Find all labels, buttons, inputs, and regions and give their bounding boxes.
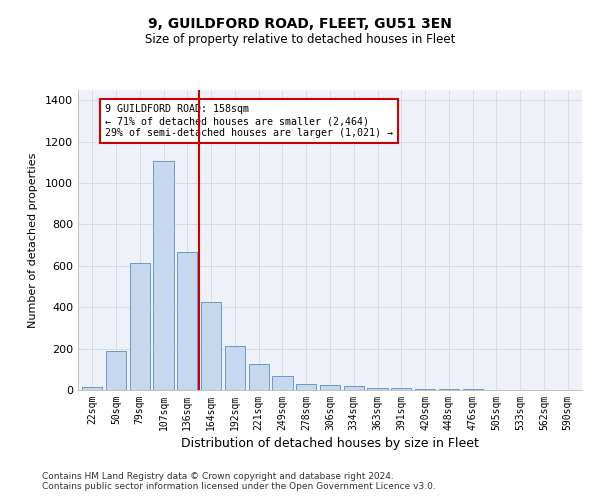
Y-axis label: Number of detached properties: Number of detached properties bbox=[28, 152, 38, 328]
Text: Contains HM Land Registry data © Crown copyright and database right 2024.: Contains HM Land Registry data © Crown c… bbox=[42, 472, 394, 481]
Text: 9, GUILDFORD ROAD, FLEET, GU51 3EN: 9, GUILDFORD ROAD, FLEET, GU51 3EN bbox=[148, 18, 452, 32]
Bar bbox=[415, 389, 435, 390]
Bar bbox=[320, 385, 340, 390]
Bar bbox=[225, 346, 245, 390]
Bar bbox=[439, 389, 459, 390]
Bar bbox=[82, 387, 103, 390]
Bar bbox=[177, 252, 197, 390]
Bar bbox=[130, 263, 150, 390]
Bar bbox=[391, 388, 412, 390]
Bar bbox=[272, 376, 293, 390]
Text: 9 GUILDFORD ROAD: 158sqm
← 71% of detached houses are smaller (2,464)
29% of sem: 9 GUILDFORD ROAD: 158sqm ← 71% of detach… bbox=[106, 104, 394, 138]
Bar bbox=[201, 302, 221, 390]
X-axis label: Distribution of detached houses by size in Fleet: Distribution of detached houses by size … bbox=[181, 437, 479, 450]
Bar bbox=[154, 162, 173, 390]
Bar bbox=[296, 384, 316, 390]
Bar bbox=[367, 388, 388, 390]
Bar bbox=[248, 364, 269, 390]
Bar bbox=[106, 350, 126, 390]
Bar bbox=[344, 386, 364, 390]
Text: Contains public sector information licensed under the Open Government Licence v3: Contains public sector information licen… bbox=[42, 482, 436, 491]
Text: Size of property relative to detached houses in Fleet: Size of property relative to detached ho… bbox=[145, 32, 455, 46]
